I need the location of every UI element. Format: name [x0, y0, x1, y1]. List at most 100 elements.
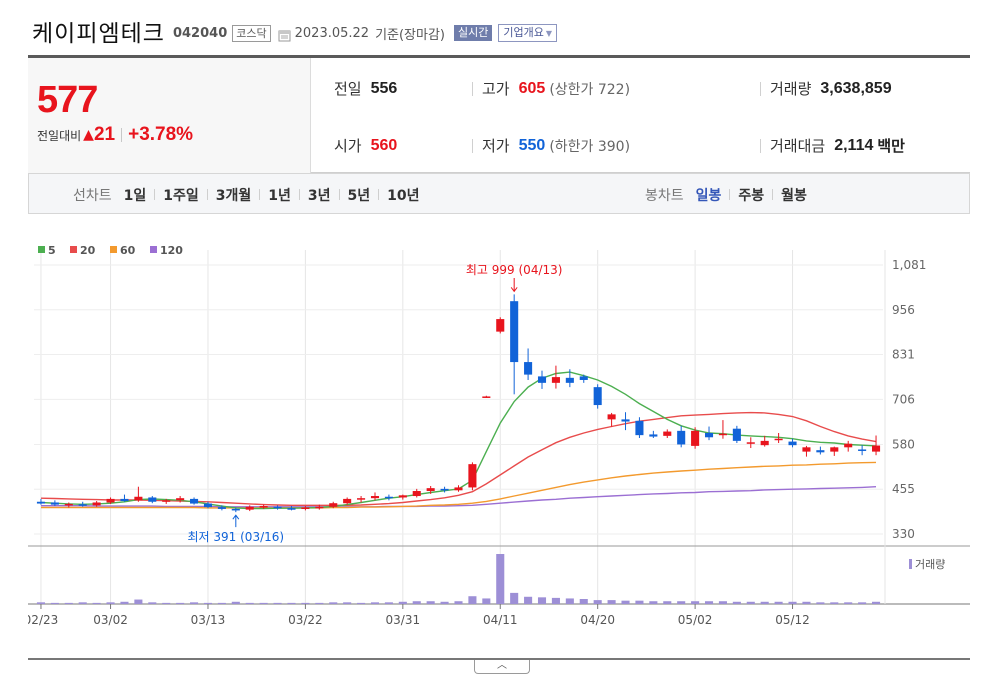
volume-bar	[454, 601, 463, 604]
volume-bar	[579, 599, 588, 604]
legend-label: 60	[120, 244, 136, 257]
volume-bar	[231, 601, 240, 604]
divider	[259, 189, 261, 200]
period-tabs: 선차트 1일 1주일 3개월 1년 3년 5년 10년	[73, 174, 420, 215]
volume-bar	[190, 602, 199, 604]
candle-body	[677, 430, 686, 445]
divider	[760, 82, 761, 96]
candle-chart-title: 봉차트	[645, 187, 684, 204]
tab-monthly[interactable]: 월봉	[781, 187, 807, 204]
candle-body	[691, 430, 700, 446]
legend-swatch	[110, 246, 117, 253]
candle-body	[440, 488, 449, 491]
candle-body	[203, 503, 213, 508]
volume-bar	[357, 602, 366, 604]
tab-3m[interactable]: 3개월	[215, 187, 252, 204]
candle-body	[106, 498, 115, 503]
candle-body	[774, 438, 783, 441]
candle-body	[607, 414, 616, 420]
candle-body	[858, 449, 867, 451]
candle-body	[259, 506, 268, 508]
volume-bar	[510, 592, 519, 604]
volume-bar	[120, 601, 129, 604]
change-label: 전일대비	[37, 128, 82, 143]
volume-bar	[301, 602, 310, 604]
collapse-button[interactable]: ︿	[474, 660, 530, 674]
candle-body	[287, 508, 296, 510]
candle-body	[245, 506, 254, 510]
candle-body	[565, 377, 574, 383]
candle-body	[36, 501, 45, 504]
candle-body	[732, 428, 741, 441]
quote-basis: 기준(장마감)	[375, 27, 446, 43]
candle-body	[649, 434, 658, 437]
tab-3y[interactable]: 3년	[307, 187, 331, 204]
company-name: 케이피엠테크	[32, 21, 165, 47]
prev-close-label: 전일	[334, 80, 362, 98]
tab-weekly[interactable]: 주봉	[738, 187, 765, 204]
x-tick-label: 03/31	[386, 613, 421, 627]
tab-1d[interactable]: 1일	[123, 187, 147, 204]
price-chart[interactable]: 1,081 956 831 706 580 455 330 02/23 03/02 03/13 03…	[28, 214, 970, 658]
tab-daily[interactable]: 일봉	[695, 187, 722, 204]
volume-legend-label: 거래량	[915, 558, 945, 571]
candle-body	[551, 377, 560, 383]
calendar-icon	[278, 27, 291, 41]
candle-body	[217, 507, 226, 509]
y-tick-label: 956	[892, 303, 915, 317]
candle-body	[329, 503, 338, 507]
volume-bar	[621, 600, 630, 604]
ma120-line	[41, 486, 877, 508]
volume-bar	[663, 601, 672, 604]
volume-bar	[426, 601, 435, 604]
volume-bar	[217, 602, 226, 604]
line-chart-title: 선차트	[73, 187, 112, 204]
divider	[472, 139, 473, 153]
volume-bar	[148, 602, 157, 604]
company-info-label: 기업개요	[503, 26, 544, 39]
amount-item: 거래대금 2,114 백만	[770, 135, 905, 156]
volume-label: 거래량	[770, 80, 812, 98]
max-arrow	[510, 278, 518, 293]
min-arrow	[232, 514, 240, 528]
volume-bar	[746, 601, 755, 604]
candle-body	[454, 487, 463, 491]
volume-bar	[162, 602, 171, 604]
stock-code: 042040	[172, 25, 228, 41]
volume-bar	[384, 602, 393, 604]
volume-bar	[50, 602, 59, 604]
y-tick-label: 1,081	[892, 258, 926, 272]
company-info-button[interactable]: 기업개요 ▼	[498, 24, 558, 42]
lower-limit: (하한가 390)	[549, 138, 631, 155]
open-item: 시가 560	[334, 135, 397, 156]
prev-close-item: 전일 556	[334, 78, 397, 99]
divider	[121, 128, 123, 142]
ma60-line	[41, 461, 877, 509]
candle-body	[162, 500, 171, 502]
change-amount: 21	[93, 124, 116, 145]
tab-10y[interactable]: 10년	[387, 187, 420, 204]
candle-body	[370, 496, 380, 499]
tab-1w[interactable]: 1주일	[163, 187, 199, 204]
max-annotation: 최고 999 (04/13)	[466, 263, 563, 277]
tab-5y[interactable]: 5년	[347, 187, 371, 204]
current-price: 577	[37, 79, 98, 121]
candle-body	[301, 507, 310, 509]
candle-body	[635, 420, 644, 436]
candle-body	[816, 450, 825, 453]
candle-body	[315, 506, 324, 509]
legend-label: 20	[80, 244, 96, 257]
y-tick-label: 330	[892, 527, 915, 541]
candle-body	[190, 498, 199, 504]
volume-bar	[635, 600, 644, 604]
candle-body	[788, 441, 797, 446]
volume-bar	[565, 598, 574, 604]
realtime-button[interactable]: 실시간	[454, 25, 493, 41]
candle-body	[746, 442, 755, 444]
tab-1y[interactable]: 1년	[268, 187, 291, 204]
candle-body	[412, 491, 421, 497]
volume-bar	[64, 602, 73, 604]
caret-down-icon: ▼	[545, 29, 553, 38]
high-item: 고가 605 (상한가 722)	[482, 78, 630, 99]
open-value: 560	[370, 136, 398, 154]
